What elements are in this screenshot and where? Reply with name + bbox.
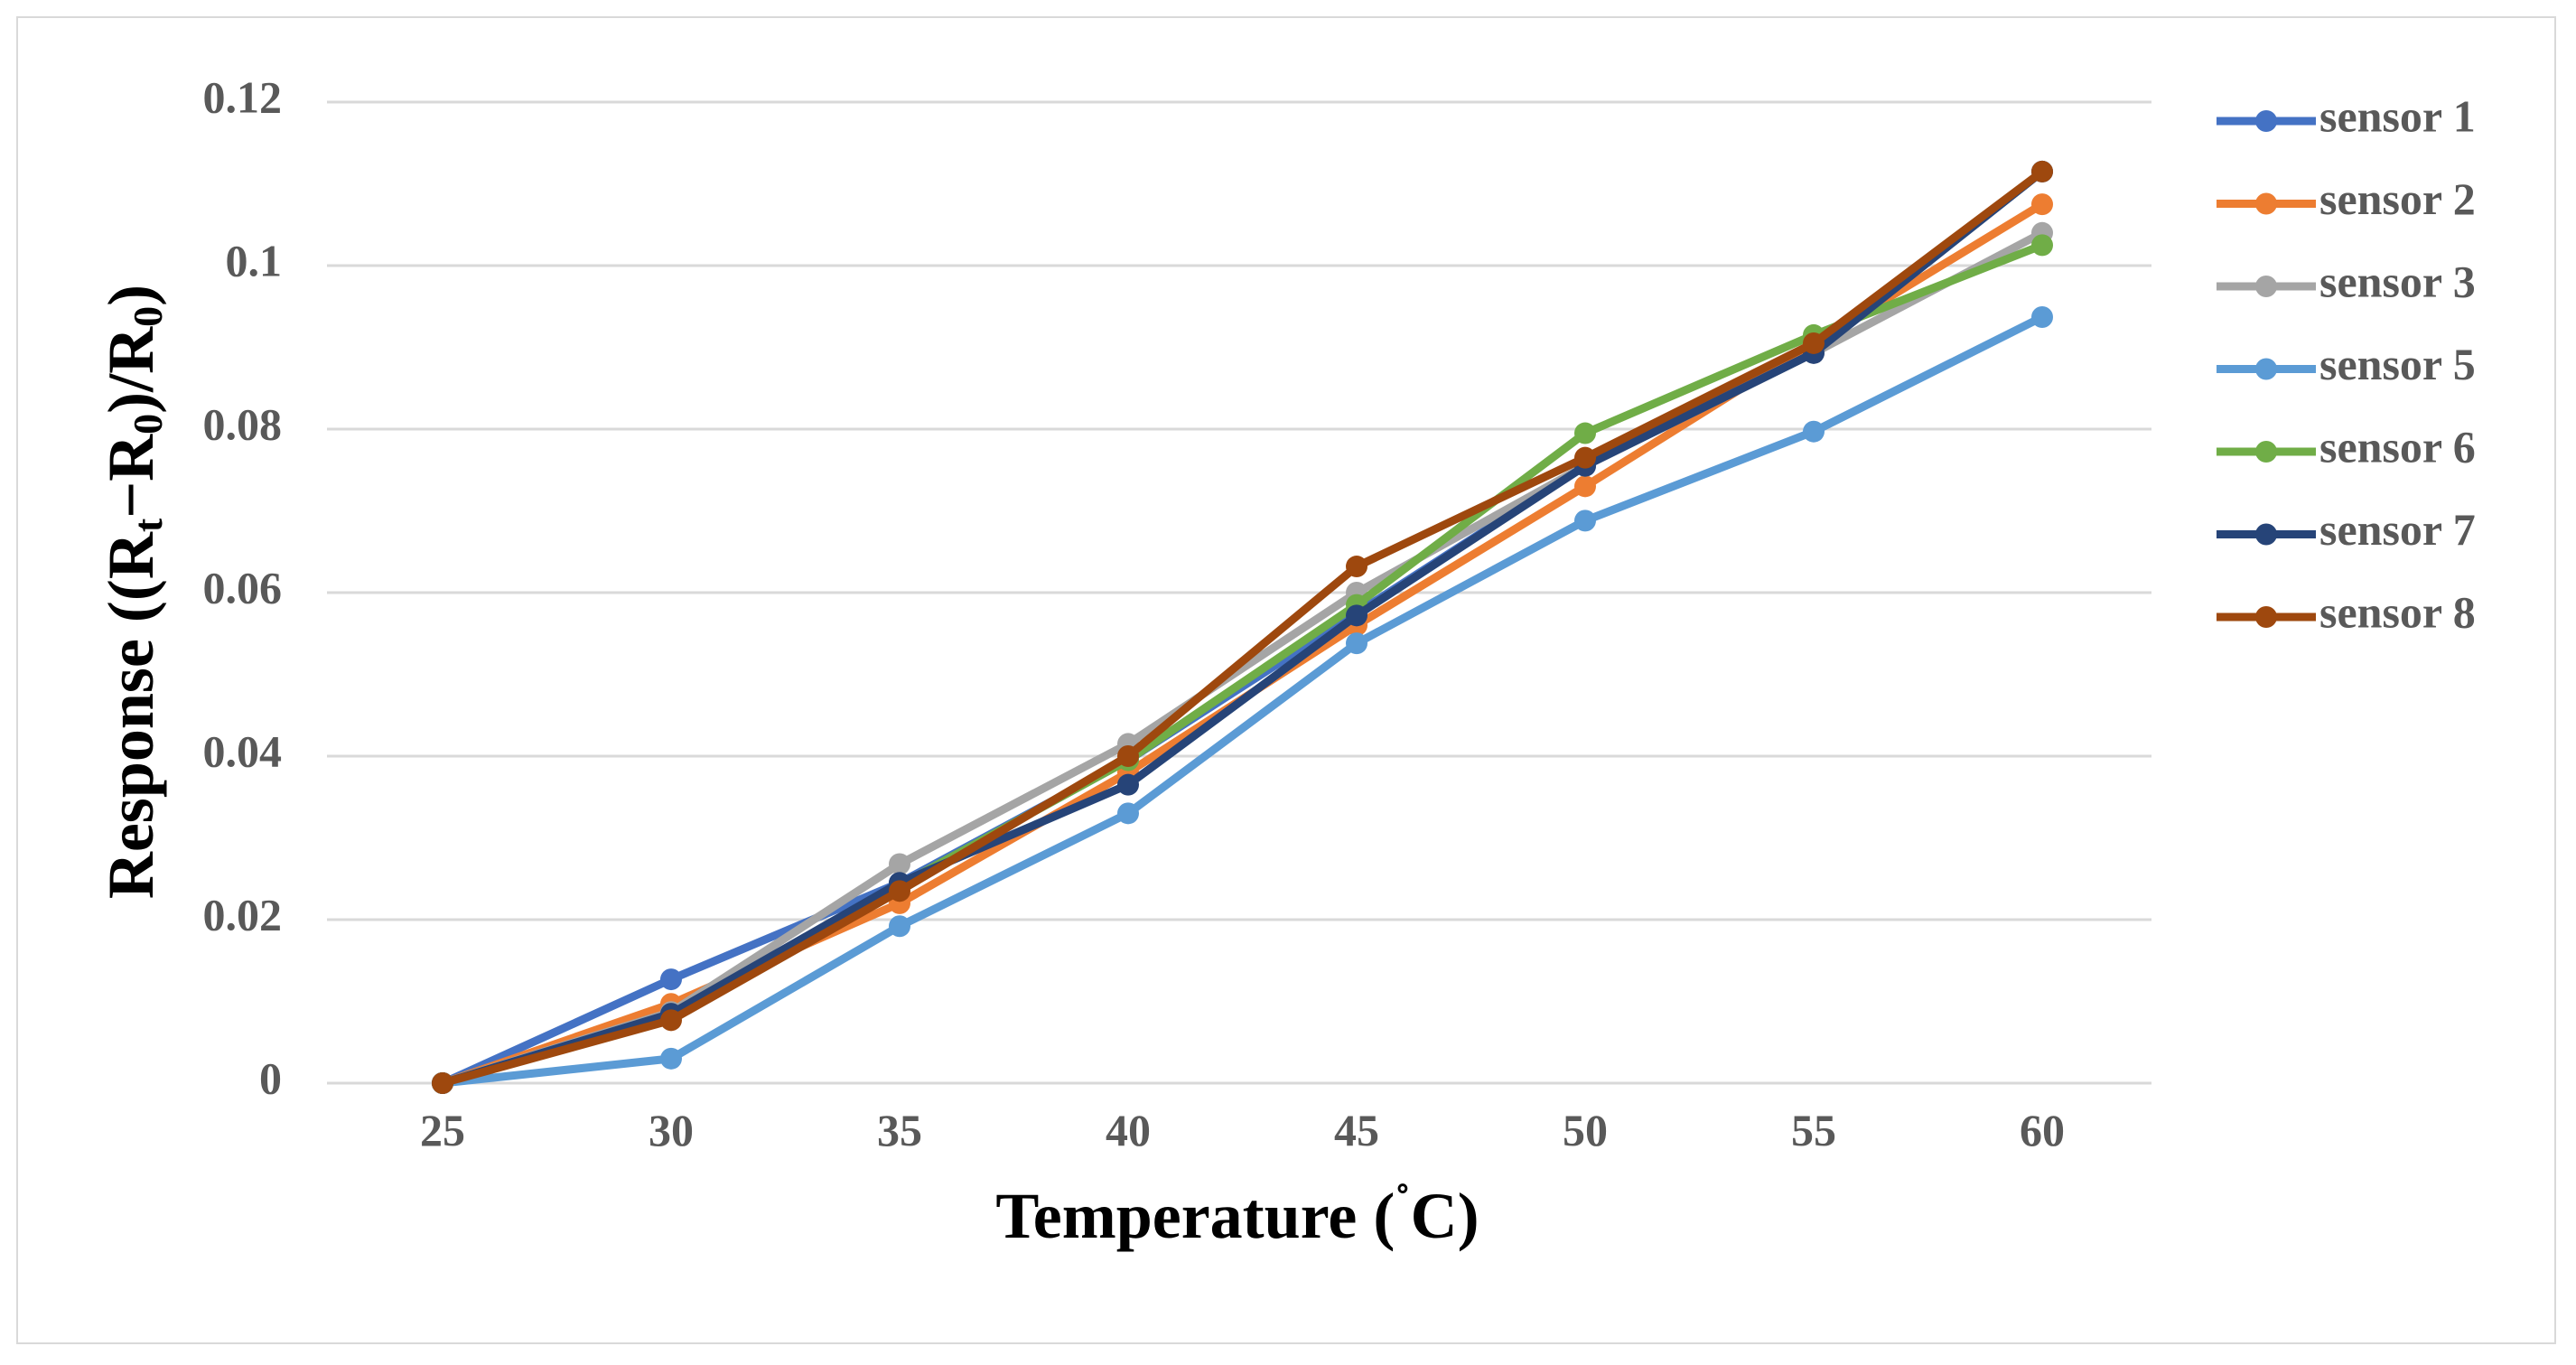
data-point <box>1803 420 1825 443</box>
x-tick-label: 45 <box>1334 1105 1379 1155</box>
legend-swatch-marker <box>2255 110 2277 132</box>
data-point <box>1574 475 1596 498</box>
y-tick-label: 0.1 <box>226 235 283 285</box>
data-point <box>1346 556 1367 578</box>
gridlines <box>327 100 2151 1085</box>
legend-label: sensor 7 <box>2319 504 2476 555</box>
legend-label: sensor 1 <box>2319 90 2476 141</box>
y-tick-label: 0.08 <box>203 398 283 449</box>
legend-item: sensor 5 <box>2217 339 2476 389</box>
data-point <box>889 915 910 938</box>
x-axis-title: Temperature (˚C) <box>995 1177 1479 1252</box>
series-sensor-8 <box>432 160 2053 1094</box>
x-tick-label: 55 <box>1791 1105 1836 1155</box>
legend-swatch-marker <box>2255 358 2277 380</box>
x-tick-label: 40 <box>1106 1105 1151 1155</box>
data-point <box>1346 632 1367 655</box>
legend-label: sensor 2 <box>2319 173 2476 224</box>
x-tick-label: 30 <box>649 1105 694 1155</box>
data-point <box>660 968 682 991</box>
data-point <box>1346 604 1367 627</box>
data-point <box>2031 193 2053 216</box>
data-point <box>889 853 910 875</box>
data-point <box>889 880 910 902</box>
x-tick-label: 25 <box>420 1105 465 1155</box>
data-point <box>1803 332 1825 354</box>
legend-item: sensor 7 <box>2217 504 2476 555</box>
y-axis-title: Response ((Rt−R0)/R0) <box>95 285 171 899</box>
data-point <box>1117 773 1139 796</box>
legend-item: sensor 1 <box>2217 90 2476 141</box>
data-point <box>660 1047 682 1070</box>
series-group <box>432 160 2053 1094</box>
y-tick-label: 0.02 <box>203 889 283 940</box>
y-axis-ticks: 0 0.02 0.04 0.06 0.08 0.1 0.12 <box>203 71 283 1103</box>
legend-label: sensor 5 <box>2319 339 2476 389</box>
legend-swatch-marker <box>2255 192 2277 215</box>
x-tick-label: 50 <box>1563 1105 1608 1155</box>
series-sensor-1 <box>432 160 2053 1094</box>
legend-swatch-marker <box>2255 523 2277 546</box>
legend-swatch-marker <box>2255 606 2277 628</box>
data-point <box>2031 160 2053 182</box>
data-point <box>1574 510 1596 532</box>
data-point <box>1574 422 1596 444</box>
y-tick-label: 0.12 <box>203 71 283 122</box>
series-sensor-7 <box>432 160 2053 1094</box>
legend-swatch-marker <box>2255 276 2277 297</box>
x-tick-label: 35 <box>877 1105 922 1155</box>
data-point <box>1117 802 1139 825</box>
chart-frame <box>16 16 2556 1344</box>
legend: sensor 1 sensor 2 sensor 3 sensor 5 sensor 6… <box>2217 90 2476 637</box>
data-point <box>2031 306 2053 329</box>
data-point <box>1574 446 1596 469</box>
series-line <box>438 313 2047 1088</box>
legend-label: sensor 6 <box>2319 421 2476 472</box>
series-line <box>438 167 2047 1088</box>
legend-item: sensor 6 <box>2217 421 2476 472</box>
legend-item: sensor 8 <box>2217 586 2476 637</box>
series-line <box>438 167 2047 1088</box>
data-point <box>1117 745 1139 767</box>
legend-item: sensor 2 <box>2217 173 2476 224</box>
legend-label: sensor 8 <box>2319 586 2476 637</box>
data-point <box>660 1009 682 1032</box>
data-point <box>432 1072 453 1094</box>
data-point <box>2031 234 2053 257</box>
x-axis-ticks: 25 30 35 40 45 50 55 60 <box>420 1105 2065 1155</box>
legend-swatch-marker <box>2255 441 2277 463</box>
legend-item: sensor 3 <box>2217 256 2476 306</box>
series-sensor-5 <box>432 306 2053 1094</box>
y-tick-label: 0.04 <box>203 725 283 776</box>
x-tick-label: 60 <box>2020 1105 2065 1155</box>
y-tick-label: 0 <box>259 1052 282 1103</box>
legend-label: sensor 3 <box>2319 256 2476 306</box>
y-tick-label: 0.06 <box>203 562 283 612</box>
series-line <box>438 167 2047 1088</box>
